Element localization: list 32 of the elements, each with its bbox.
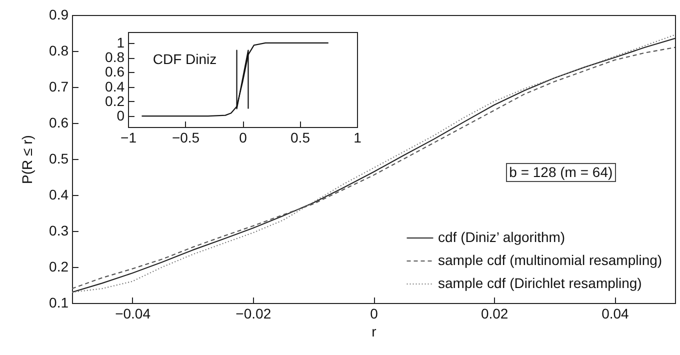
x-tick-label: −0.04 — [115, 306, 151, 322]
x-tick-label: 0.04 — [602, 306, 630, 322]
legend-label: sample cdf (multinomial resampling) — [438, 252, 662, 268]
y-tick-label: 0.5 — [49, 150, 69, 166]
y-tick-label: 0.4 — [105, 78, 125, 94]
y-tick-label: 0.4 — [49, 186, 69, 202]
y-tick-label: 0.9 — [49, 6, 69, 22]
y-tick-label: 0.2 — [49, 258, 69, 274]
x-tick-label: −1 — [120, 130, 137, 146]
x-tick-label: 0 — [239, 130, 248, 146]
y-tick-label: 0.1 — [49, 294, 69, 310]
y-tick-label: 0.3 — [49, 222, 69, 238]
x-tick-label: 0.02 — [480, 306, 508, 322]
y-tick-label: 0.8 — [105, 49, 125, 66]
legend-label: sample cdf (Dirichlet resampling) — [438, 275, 642, 291]
x-tick-label: 0 — [370, 306, 378, 322]
y-tick-label: 0.7 — [49, 78, 69, 94]
y-tick-label: 0.2 — [105, 92, 125, 109]
y-tick-label: 0 — [116, 108, 125, 124]
y-tick-label: 1 — [116, 34, 125, 50]
x-tick-label: 0.5 — [290, 130, 310, 146]
x-tick-label: −0.5 — [172, 130, 200, 146]
y-tick-label: 0.6 — [105, 64, 125, 80]
y-tick-label: 0.6 — [49, 114, 69, 130]
y-axis-title: P(R ≤ r) — [19, 135, 36, 184]
annotation: CDF Diniz — [152, 51, 218, 68]
x-tick-label: 1 — [354, 130, 362, 146]
x-tick-label: −0.02 — [236, 306, 272, 322]
y-tick-label: 0.8 — [49, 42, 69, 58]
x-axis-title: r — [372, 324, 377, 340]
annotation: b = 128 (m = 64) — [506, 163, 616, 182]
legend-label: cdf (Diniz’ algorithm) — [438, 229, 566, 245]
